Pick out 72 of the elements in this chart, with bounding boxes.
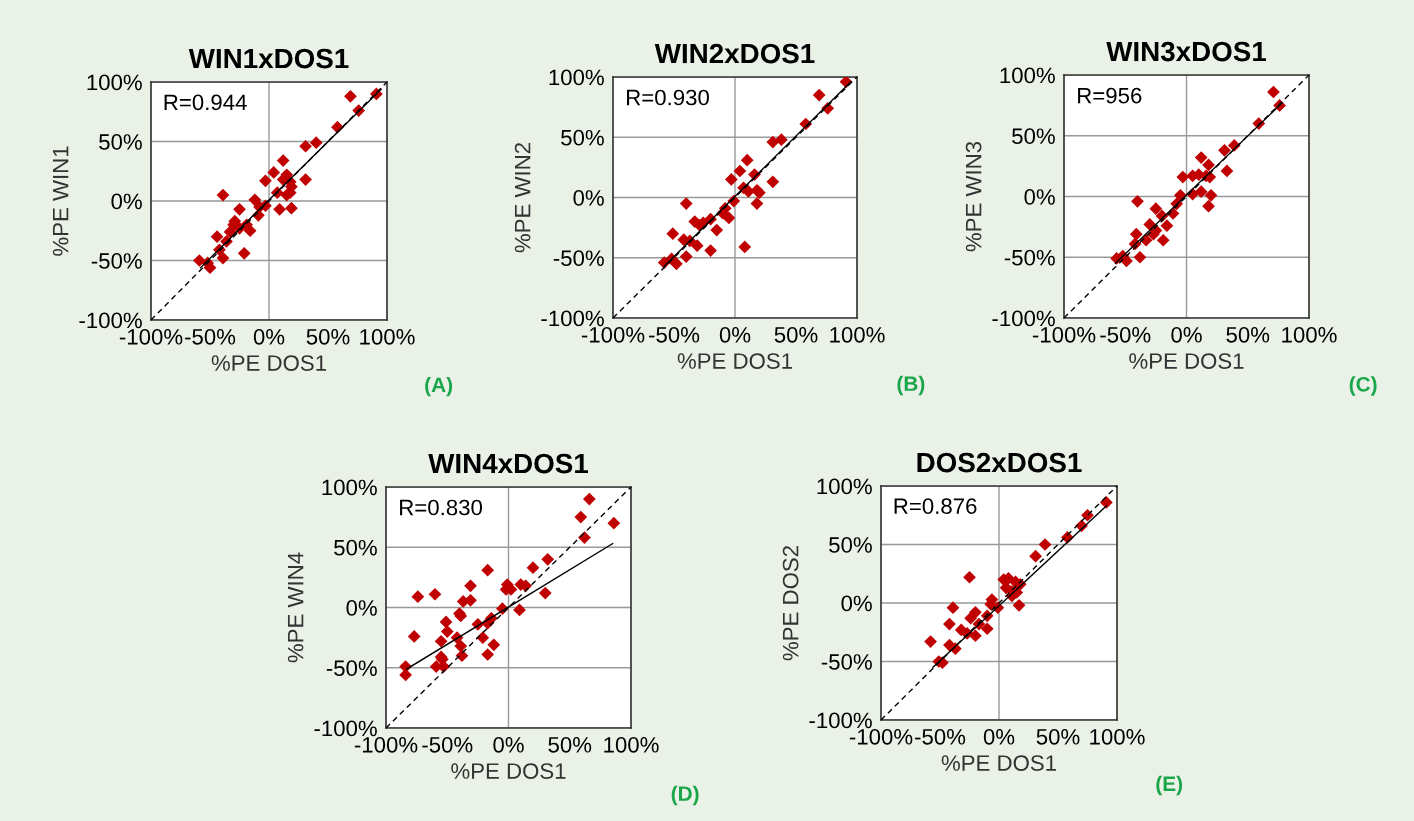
y-tick-label: 100%: [87, 74, 142, 91]
x-tick-label: -100%: [354, 736, 418, 753]
x-tick-label: 0%: [253, 328, 285, 345]
chart-title: DOS2xDOS1: [917, 452, 1082, 473]
y-tick-label: -50%: [821, 654, 872, 670]
y-tick-label: 0%: [346, 600, 377, 616]
annotation: R=0.876: [894, 498, 977, 515]
y-tick-label: 0%: [841, 595, 872, 612]
chart-title: WIN1xDOS1: [188, 48, 349, 69]
text: (D): [671, 785, 699, 806]
y-tick-label: 50%: [99, 134, 142, 150]
y-tick-label: -100%: [992, 310, 1055, 327]
y-tick-label: 50%: [561, 129, 604, 146]
y-tick-label: 50%: [829, 537, 872, 553]
y-tick-label: 50%: [334, 539, 377, 556]
x-tick-label: -50%: [915, 728, 966, 745]
y-tick-label: -50%: [1004, 249, 1055, 266]
x-tick-label: -50%: [1100, 326, 1151, 343]
x-tick-label: 50%: [1226, 326, 1270, 343]
annotation: R=956: [1078, 87, 1142, 104]
text: (B): [897, 375, 925, 396]
y-tick-label: 100%: [322, 479, 377, 496]
x-tick-label: 0%: [719, 326, 751, 343]
y-axis-title: %PE WIN1: [52, 146, 69, 256]
chart-title: WIN3xDOS1: [1106, 41, 1266, 62]
text: (A): [425, 376, 453, 397]
y-tick-label: -100%: [809, 712, 872, 729]
x-tick-label: -100%: [849, 728, 913, 745]
annotation: R=0.944: [164, 94, 247, 111]
x-axis-title: %PE DOS1: [941, 755, 1056, 771]
y-tick-label: 0%: [1024, 189, 1055, 205]
x-tick-label: 100%: [604, 736, 659, 753]
x-tick-label: -50%: [185, 328, 236, 345]
x-tick-label: 50%: [306, 328, 350, 345]
y-axis-title: %PE WIN4: [287, 552, 304, 663]
y-tick-label: -100%: [541, 310, 604, 327]
x-tick-label: 0%: [493, 736, 524, 753]
x-tick-label: 50%: [1036, 728, 1080, 745]
x-tick-label: -100%: [1032, 326, 1096, 343]
y-tick-label: 0%: [573, 190, 604, 206]
y-axis-title: %PE DOS2: [782, 546, 799, 661]
y-tick-label: 0%: [111, 193, 142, 210]
x-tick-label: 100%: [360, 328, 415, 345]
y-tick-label: -50%: [326, 660, 377, 677]
x-axis-title: %PE DOS1: [451, 763, 566, 779]
x-tick-label: -50%: [422, 736, 473, 753]
y-tick-label: 100%: [817, 478, 872, 495]
y-tick-label: 100%: [549, 69, 604, 86]
chart-title: WIN2xDOS1: [654, 43, 815, 64]
x-axis-title: %PE DOS1: [677, 353, 792, 369]
text: (C): [1349, 376, 1377, 396]
annotation: R=0.830: [400, 499, 483, 516]
y-axis-title: %PE WIN2: [514, 143, 531, 253]
y-axis-title: %PE WIN3: [965, 141, 982, 252]
text: (E): [1156, 775, 1183, 796]
x-tick-label: -100%: [119, 328, 183, 345]
x-tick-label: 100%: [1282, 326, 1337, 343]
y-tick-label: 50%: [1012, 128, 1055, 145]
y-tick-label: -50%: [91, 253, 142, 269]
x-tick-label: 50%: [774, 326, 818, 343]
x-tick-label: -50%: [649, 326, 700, 343]
x-tick-label: -100%: [581, 326, 645, 343]
x-axis-title: %PE DOS1: [211, 355, 326, 371]
x-axis-title: %PE DOS1: [1129, 353, 1244, 369]
x-tick-label: 100%: [1090, 728, 1145, 745]
x-tick-label: 0%: [1171, 326, 1202, 343]
y-tick-label: 100%: [1000, 67, 1055, 84]
y-tick-label: -100%: [79, 312, 142, 329]
chart-title: WIN4xDOS1: [428, 453, 588, 474]
x-tick-label: 0%: [983, 728, 1015, 745]
y-tick-label: -50%: [553, 250, 604, 267]
annotation: R=0.930: [627, 89, 709, 106]
